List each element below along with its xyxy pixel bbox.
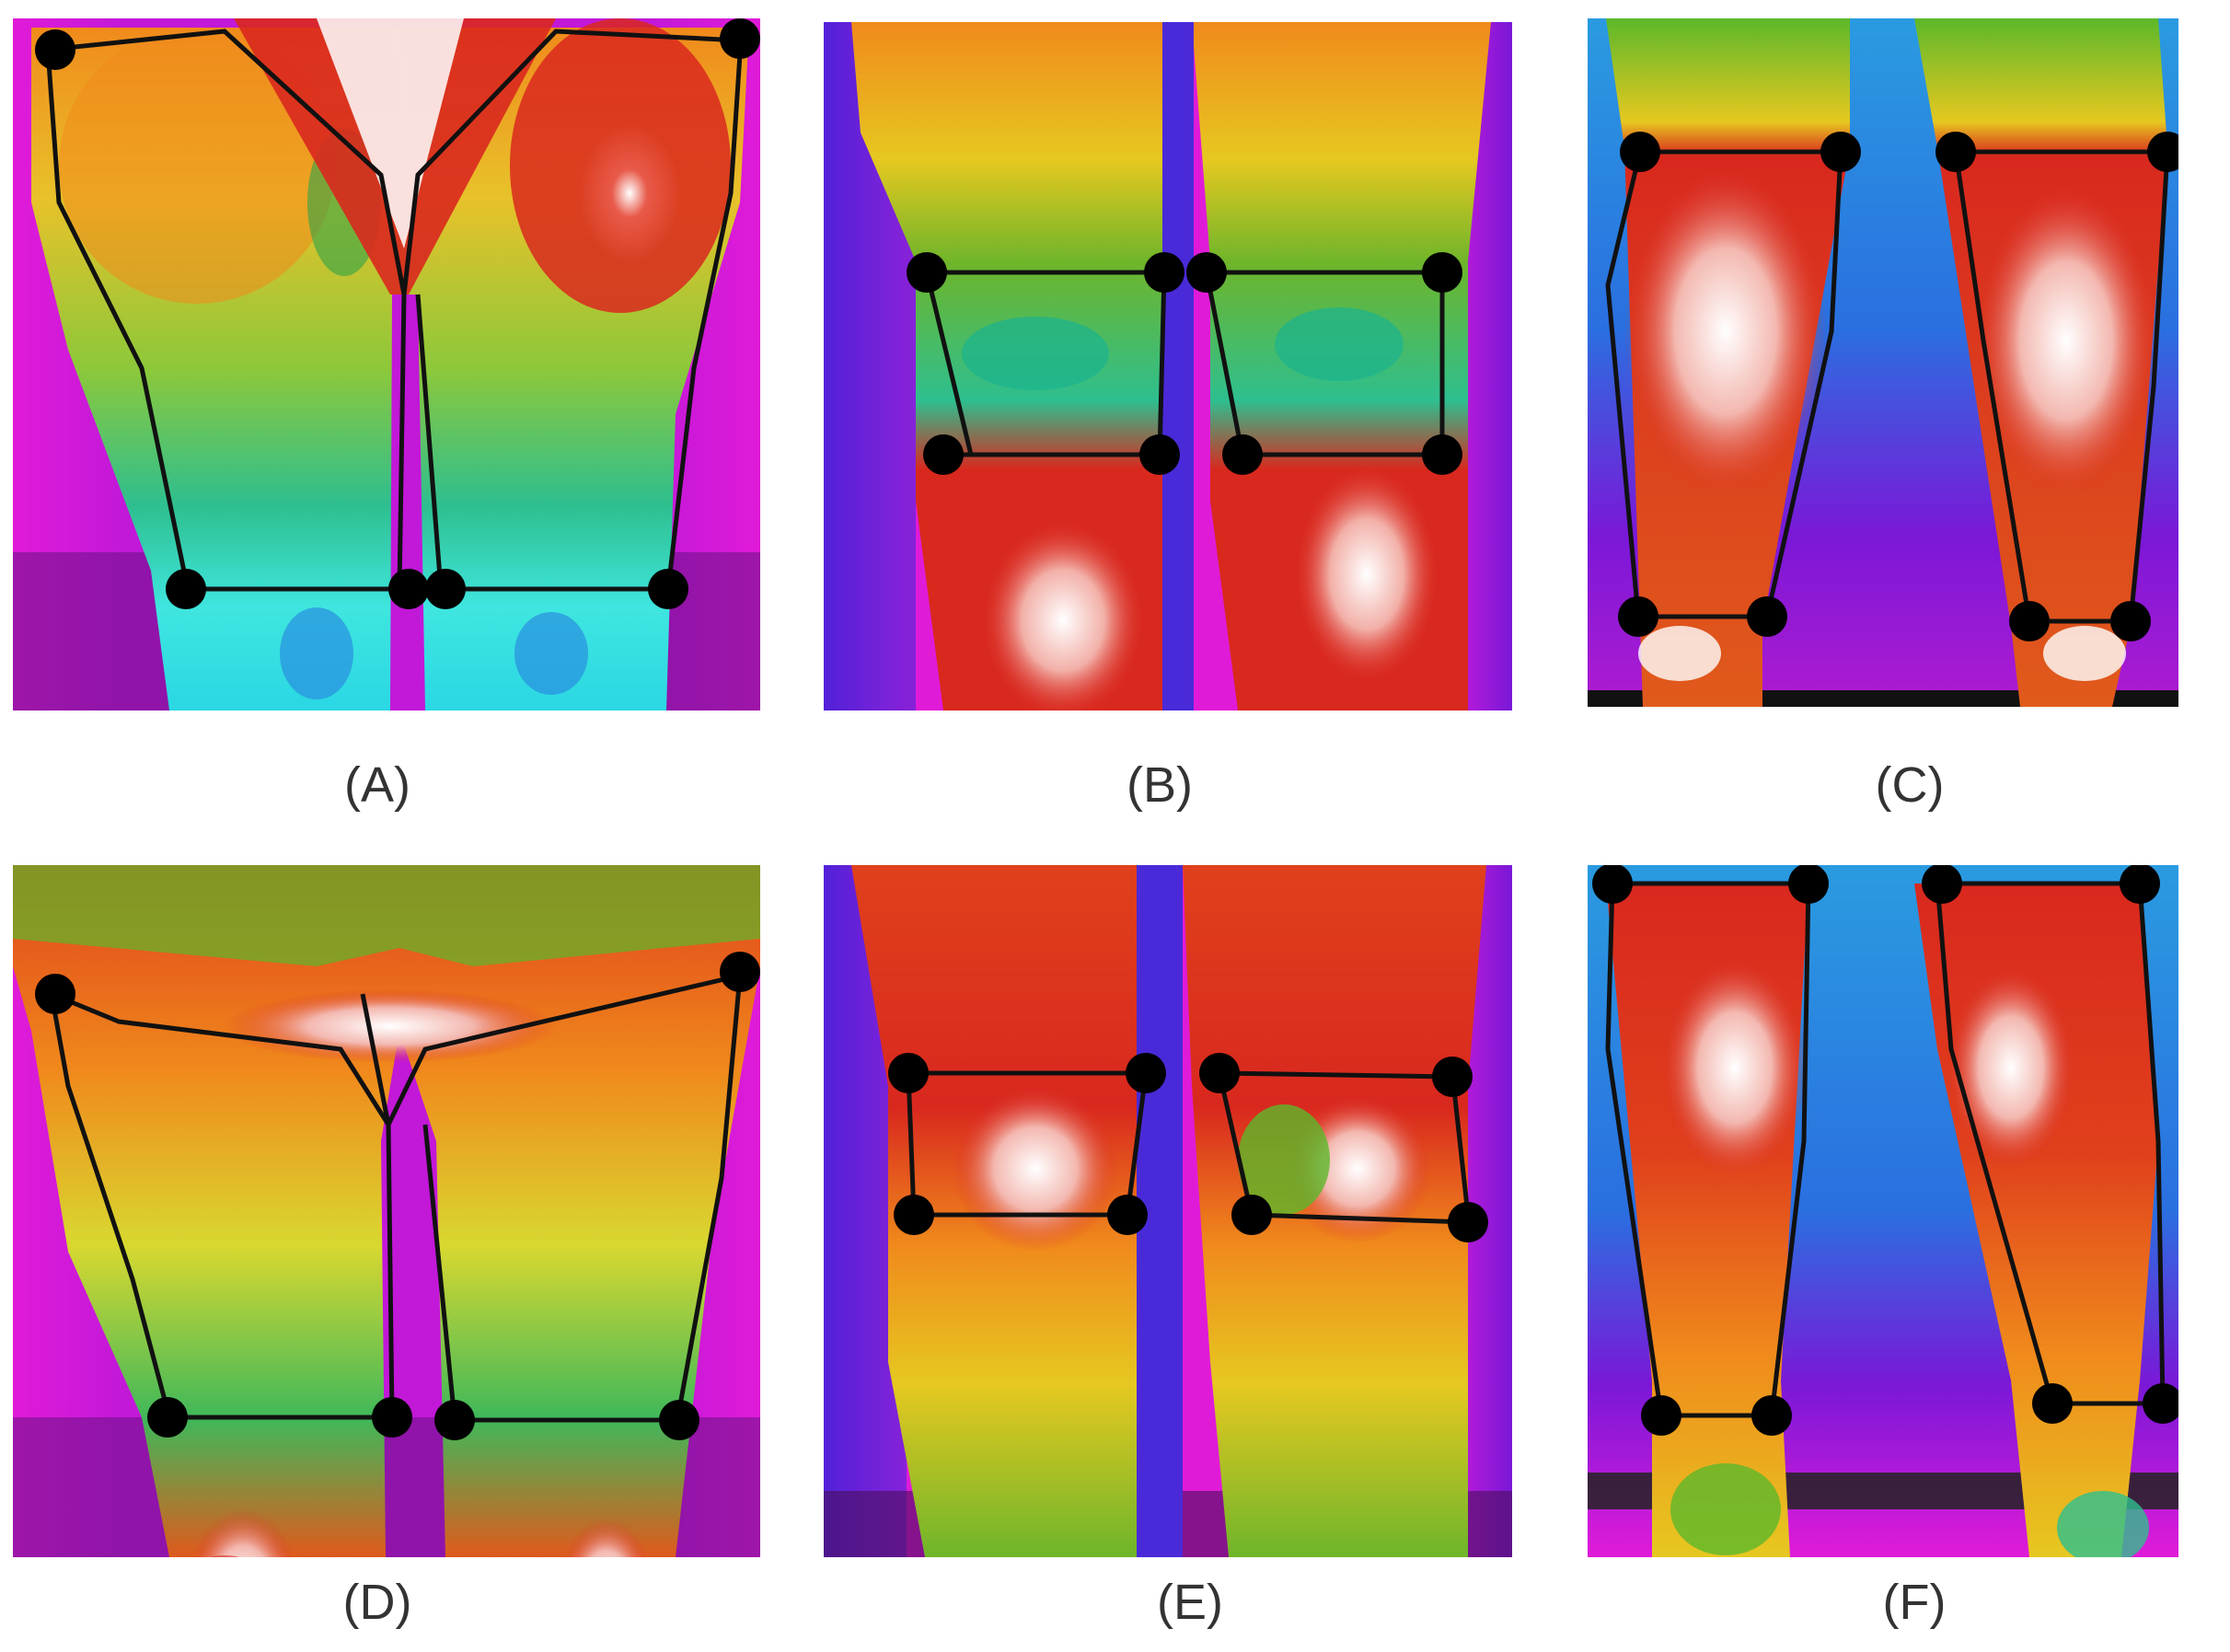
thermogram-image-e [824, 865, 1512, 1557]
landmark-dot [1231, 1195, 1272, 1235]
landmark-dot [1641, 1395, 1681, 1436]
thermogram-image-a [13, 18, 760, 710]
landmark-dot [372, 1397, 412, 1438]
panel-label-a: (A) [344, 757, 410, 813]
landmark-dot [659, 1400, 699, 1440]
landmark-dot [720, 18, 760, 59]
landmark-dot [1820, 132, 1861, 172]
landmark-dot [1222, 434, 1263, 475]
landmark-dot [1422, 434, 1462, 475]
landmark-dot [923, 434, 964, 475]
landmark-dot [1107, 1195, 1148, 1235]
landmark-dot [1751, 1395, 1792, 1436]
landmark-dot [648, 569, 688, 609]
panel-label-c: (C) [1875, 757, 1945, 813]
landmark-dot [1922, 865, 1962, 904]
landmark-dot [1186, 252, 1227, 293]
landmark-dot [2120, 865, 2160, 904]
thermogram-panel-e [824, 865, 1512, 1557]
landmark-dot [894, 1195, 934, 1235]
landmark-dot [720, 952, 760, 992]
landmark-dot [888, 1053, 929, 1093]
landmark-dot [1139, 434, 1180, 475]
landmark-dot [35, 974, 75, 1014]
landmark-dot [1422, 252, 1462, 293]
landmark-dot [1199, 1053, 1240, 1093]
landmark-dot [166, 569, 206, 609]
landmark-dot [1592, 865, 1633, 904]
thermogram-panel-c [1588, 18, 2178, 707]
landmark-dot [2143, 1383, 2178, 1424]
landmark-dot [1618, 596, 1658, 637]
landmark-dot [147, 1397, 188, 1438]
panel-label-d: (D) [342, 1575, 412, 1630]
thermogram-image-b [824, 22, 1512, 710]
landmark-dot [388, 569, 429, 609]
thermogram-panel-b [824, 22, 1512, 710]
landmark-dot [1935, 132, 1976, 172]
landmark-dot [1432, 1057, 1473, 1097]
landmark-dot [434, 1400, 475, 1440]
landmark-dot [1747, 596, 1787, 637]
landmark-dot [907, 252, 947, 293]
thermogram-panel-d [13, 865, 760, 1557]
panel-label-f: (F) [1882, 1575, 1947, 1630]
thermogram-panel-a [13, 18, 760, 710]
panel-label-e: (E) [1157, 1575, 1223, 1630]
landmark-dot [1144, 252, 1184, 293]
landmark-dot [35, 29, 75, 70]
landmark-dot [2147, 132, 2178, 172]
landmark-dot [425, 569, 466, 609]
landmark-dot [1448, 1202, 1488, 1242]
landmark-dot [2032, 1383, 2073, 1424]
thermogram-image-d [13, 865, 760, 1557]
landmark-dot [1620, 132, 1660, 172]
landmark-dot [2110, 601, 2151, 641]
landmark-dot [1788, 865, 1829, 904]
landmark-dot [1126, 1053, 1166, 1093]
landmark-dot [2009, 601, 2050, 641]
thermogram-image-f [1588, 865, 2178, 1557]
panel-label-b: (B) [1127, 757, 1193, 813]
thermogram-image-c [1588, 18, 2178, 707]
thermogram-panel-f [1588, 865, 2178, 1557]
